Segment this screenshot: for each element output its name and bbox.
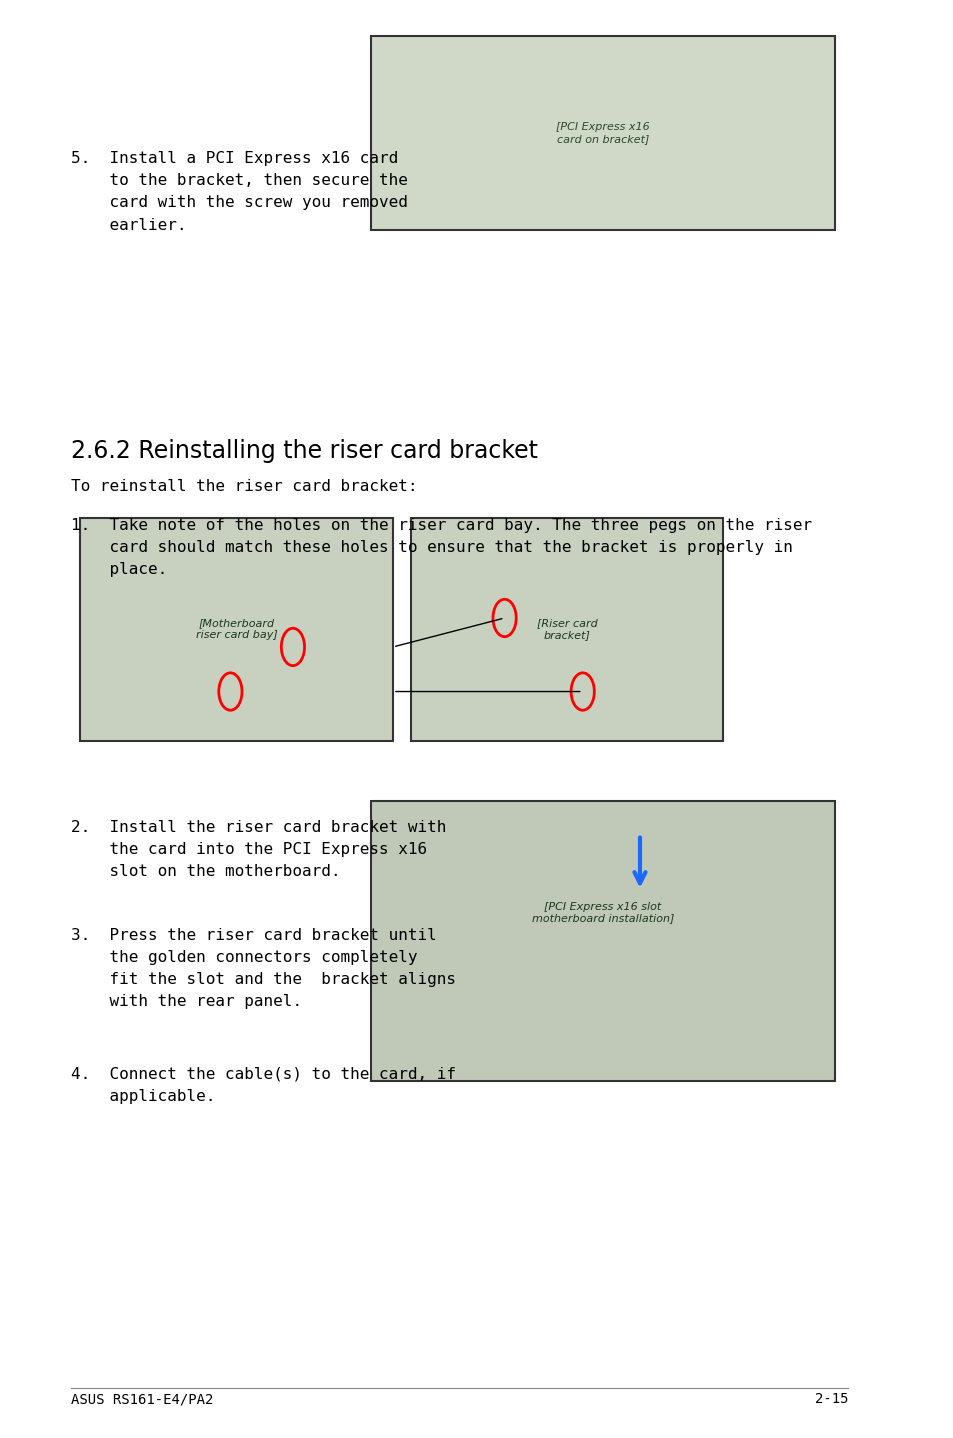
Text: 2.  Install the riser card bracket with
    the card into the PCI Express x16
  : 2. Install the riser card bracket with t… [71,820,446,879]
Text: 2-15: 2-15 [814,1392,847,1406]
Text: 2.6.2 Reinstalling the riser card bracket: 2.6.2 Reinstalling the riser card bracke… [71,439,537,463]
Text: 5.  Install a PCI Express x16 card
    to the bracket, then secure the
    card : 5. Install a PCI Express x16 card to the… [71,151,408,233]
Text: 4.  Connect the cable(s) to the card, if
    applicable.: 4. Connect the cable(s) to the card, if … [71,1067,456,1104]
Text: To reinstall the riser card bracket:: To reinstall the riser card bracket: [71,479,417,493]
Text: 3.  Press the riser card bracket until
    the golden connectors completely
    : 3. Press the riser card bracket until th… [71,928,456,1009]
Text: [PCI Express x16 slot
motherboard installation]: [PCI Express x16 slot motherboard instal… [531,902,674,923]
Text: [Motherboard
riser card bay]: [Motherboard riser card bay] [195,618,277,640]
Bar [370,801,834,1081]
Bar [411,518,722,741]
Text: 1.  Take note of the holes on the riser card bay. The three pegs on the riser
  : 1. Take note of the holes on the riser c… [71,518,812,577]
Text: ASUS RS161-E4/PA2: ASUS RS161-E4/PA2 [71,1392,213,1406]
Bar [80,518,393,741]
Text: [PCI Express x16
card on bracket]: [PCI Express x16 card on bracket] [556,122,649,144]
Text: [Riser card
bracket]: [Riser card bracket] [537,618,597,640]
Bar [370,36,834,230]
